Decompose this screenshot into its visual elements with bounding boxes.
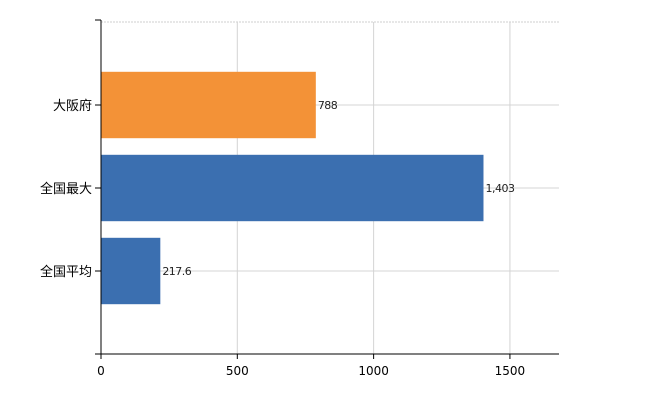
y-tick-label: 大阪府 <box>53 99 92 114</box>
data-label: 788 <box>318 99 338 112</box>
data-label: 217.6 <box>162 265 191 278</box>
x-tick-label: 1000 <box>358 364 389 378</box>
y-tick-label: 全国最大 <box>40 181 92 197</box>
x-tick-label: 1500 <box>495 364 526 378</box>
y-tick-label: 全国平均 <box>40 264 92 280</box>
data-label: 1,403 <box>485 182 514 195</box>
bar <box>101 154 484 222</box>
bar <box>101 237 161 305</box>
bar <box>101 71 316 139</box>
x-tick-label: 500 <box>226 364 249 378</box>
x-tick-label: 0 <box>97 364 105 378</box>
